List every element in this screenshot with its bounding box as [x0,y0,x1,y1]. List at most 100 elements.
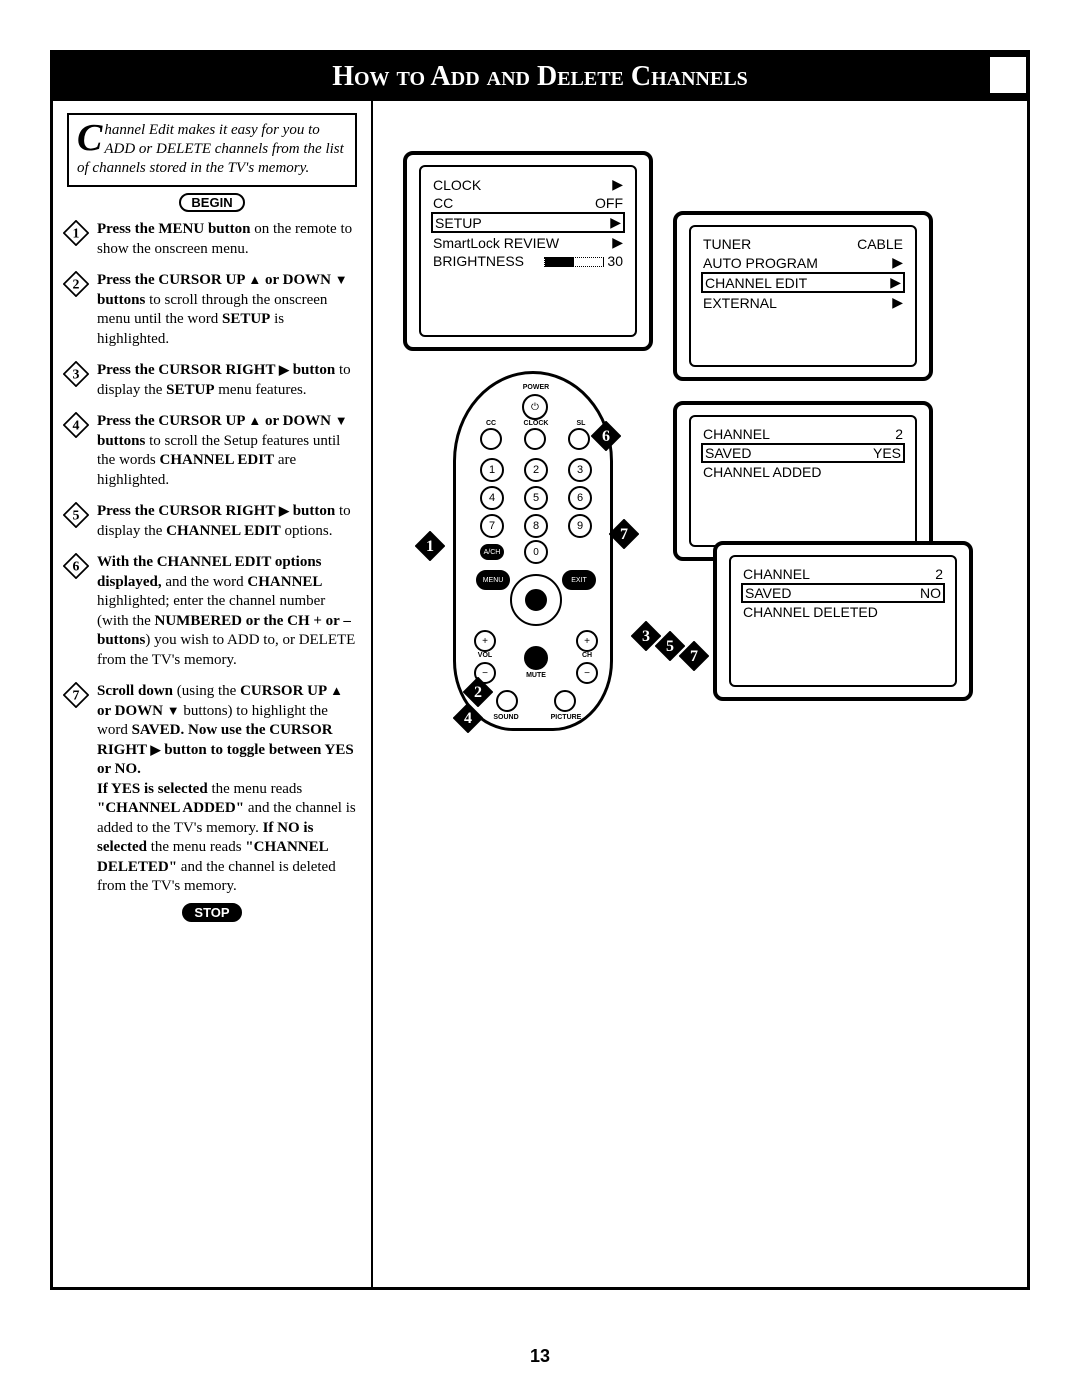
exit-button[interactable]: EXIT [562,570,596,590]
callout-6: 6 [591,421,621,451]
osd-row: SAVEDYES [701,443,905,463]
steps-list: 1Press the MENU button on the remote to … [67,220,357,897]
vol-label: VOL [470,652,500,659]
power-button[interactable]: ⏻ [522,394,548,420]
num-9[interactable]: 9 [568,514,592,538]
diagram-column: CLOCK▶CCOFFSETUP▶SmartLock REVIEW▶BRIGHT… [373,101,1027,1287]
osd-main-inner: CLOCK▶CCOFFSETUP▶SmartLock REVIEW▶BRIGHT… [419,165,637,337]
osd-row: CHANNEL DELETED [741,603,945,621]
svg-text:1: 1 [426,538,434,555]
smart-sound-label: SOUND [486,714,526,721]
stop-wrap: STOP [67,903,357,922]
osd-row: SETUP▶ [431,212,625,233]
svg-text:5: 5 [666,638,674,655]
step-1: 1Press the MENU button on the remote to … [67,220,357,259]
num-4[interactable]: 4 [480,486,504,510]
dpad-center[interactable] [525,589,547,611]
num-8[interactable]: 8 [524,514,548,538]
svg-text:5: 5 [73,508,80,523]
osd-channel-added: CHANNEL2SAVEDYESCHANNEL ADDED [673,401,933,561]
osd-deleted-inner: CHANNEL2SAVEDNOCHANNEL DELETED [729,555,957,687]
num-1[interactable]: 1 [480,458,504,482]
vol-up[interactable]: + [474,630,496,652]
ch-down[interactable]: − [576,662,598,684]
smart-picture-button[interactable] [554,690,576,712]
osd-main-menu: CLOCK▶CCOFFSETUP▶SmartLock REVIEW▶BRIGHT… [403,151,653,351]
num-5[interactable]: 5 [524,486,548,510]
step-diamond-3: 3 [63,361,89,387]
num-2[interactable]: 2 [524,458,548,482]
step-4: 4Press the CURSOR UP ▲ or DOWN ▼ buttons… [67,412,357,490]
step-diamond-5: 5 [63,502,89,528]
step-7: 7Scroll down (using the CURSOR UP ▲ or D… [67,682,357,897]
ach-button[interactable]: A/CH [480,544,504,560]
smart-sound-button[interactable] [496,690,518,712]
mute-label: MUTE [521,672,551,679]
cc-label: CC [476,420,506,427]
num-0[interactable]: 0 [524,540,548,564]
callout-4: 4 [453,703,483,733]
num-6[interactable]: 6 [568,486,592,510]
osd-row: BRIGHTNESS 30 [431,252,625,270]
svg-text:6: 6 [602,428,610,445]
step-diamond-4: 4 [63,412,89,438]
ch-up[interactable]: + [576,630,598,652]
callout-7a: 7 [609,519,639,549]
callout-1: 1 [415,531,445,561]
step-2: 2Press the CURSOR UP ▲ or DOWN ▼ buttons… [67,271,357,349]
stop-pill: STOP [182,903,241,922]
title-bar: How to Add and Delete Channels [53,53,1027,101]
begin-wrap: BEGIN [67,193,357,212]
svg-text:6: 6 [73,559,80,574]
svg-text:7: 7 [690,648,698,665]
osd-row: CHANNEL EDIT▶ [701,272,905,293]
svg-text:7: 7 [620,526,628,543]
page-title: How to Add and Delete Channels [332,61,748,92]
step-3: 3Press the CURSOR RIGHT ▶ button to disp… [67,361,357,400]
step-5: 5Press the CURSOR RIGHT ▶ button to disp… [67,502,357,541]
menu-button[interactable]: MENU [476,570,510,590]
smart-picture-label: PICTURE [544,714,588,721]
num-3[interactable]: 3 [568,458,592,482]
osd-row: SmartLock REVIEW▶ [431,233,625,252]
step-6: 6With the CHANNEL EDIT options displayed… [67,553,357,670]
power-label: POWER [521,384,551,391]
ch-label: CH [572,652,602,659]
clock-label: CLOCK [521,420,551,427]
svg-text:4: 4 [464,710,472,727]
svg-text:3: 3 [73,367,80,382]
mute-button[interactable] [524,646,548,670]
instructions-column: C hannel Edit makes it easy for you to A… [53,101,373,1287]
intro-box: C hannel Edit makes it easy for you to A… [67,113,357,187]
step-diamond-2: 2 [63,271,89,297]
osd-row: CHANNEL2 [741,565,945,583]
osd-row: TUNERCABLE [701,235,905,253]
osd-row: AUTO PROGRAM▶ [701,253,905,272]
osd-added-inner: CHANNEL2SAVEDYESCHANNEL ADDED [689,415,917,547]
osd-row: CHANNEL ADDED [701,463,905,481]
svg-text:2: 2 [474,684,482,701]
page-number: 13 [0,1346,1080,1367]
osd-row: SAVEDNO [741,583,945,603]
intro-text: hannel Edit makes it easy for you to ADD… [77,122,344,176]
osd-setup-inner: TUNERCABLEAUTO PROGRAM▶CHANNEL EDIT▶EXTE… [689,225,917,367]
osd-channel-deleted: CHANNEL2SAVEDNOCHANNEL DELETED [713,541,973,701]
clock-button[interactable] [524,428,546,450]
step-diamond-7: 7 [63,682,89,708]
osd-row: EXTERNAL▶ [701,293,905,312]
callout-7b: 7 [679,641,709,671]
corner-marker [986,53,1030,97]
osd-setup-menu: TUNERCABLEAUTO PROGRAM▶CHANNEL EDIT▶EXTE… [673,211,933,381]
osd-row: CCOFF [431,194,625,212]
sl-button[interactable] [568,428,590,450]
step-diamond-6: 6 [63,553,89,579]
remote-control: POWER ⏻ CC CLOCK SL 123456789 A/CH 0 MEN… [433,371,633,741]
content-area: C hannel Edit makes it easy for you to A… [53,101,1027,1287]
svg-text:1: 1 [73,226,80,241]
dropcap: C [77,121,104,155]
osd-row: CHANNEL2 [701,425,905,443]
svg-text:2: 2 [73,277,80,292]
cc-button[interactable] [480,428,502,450]
num-7[interactable]: 7 [480,514,504,538]
svg-text:7: 7 [73,688,80,703]
